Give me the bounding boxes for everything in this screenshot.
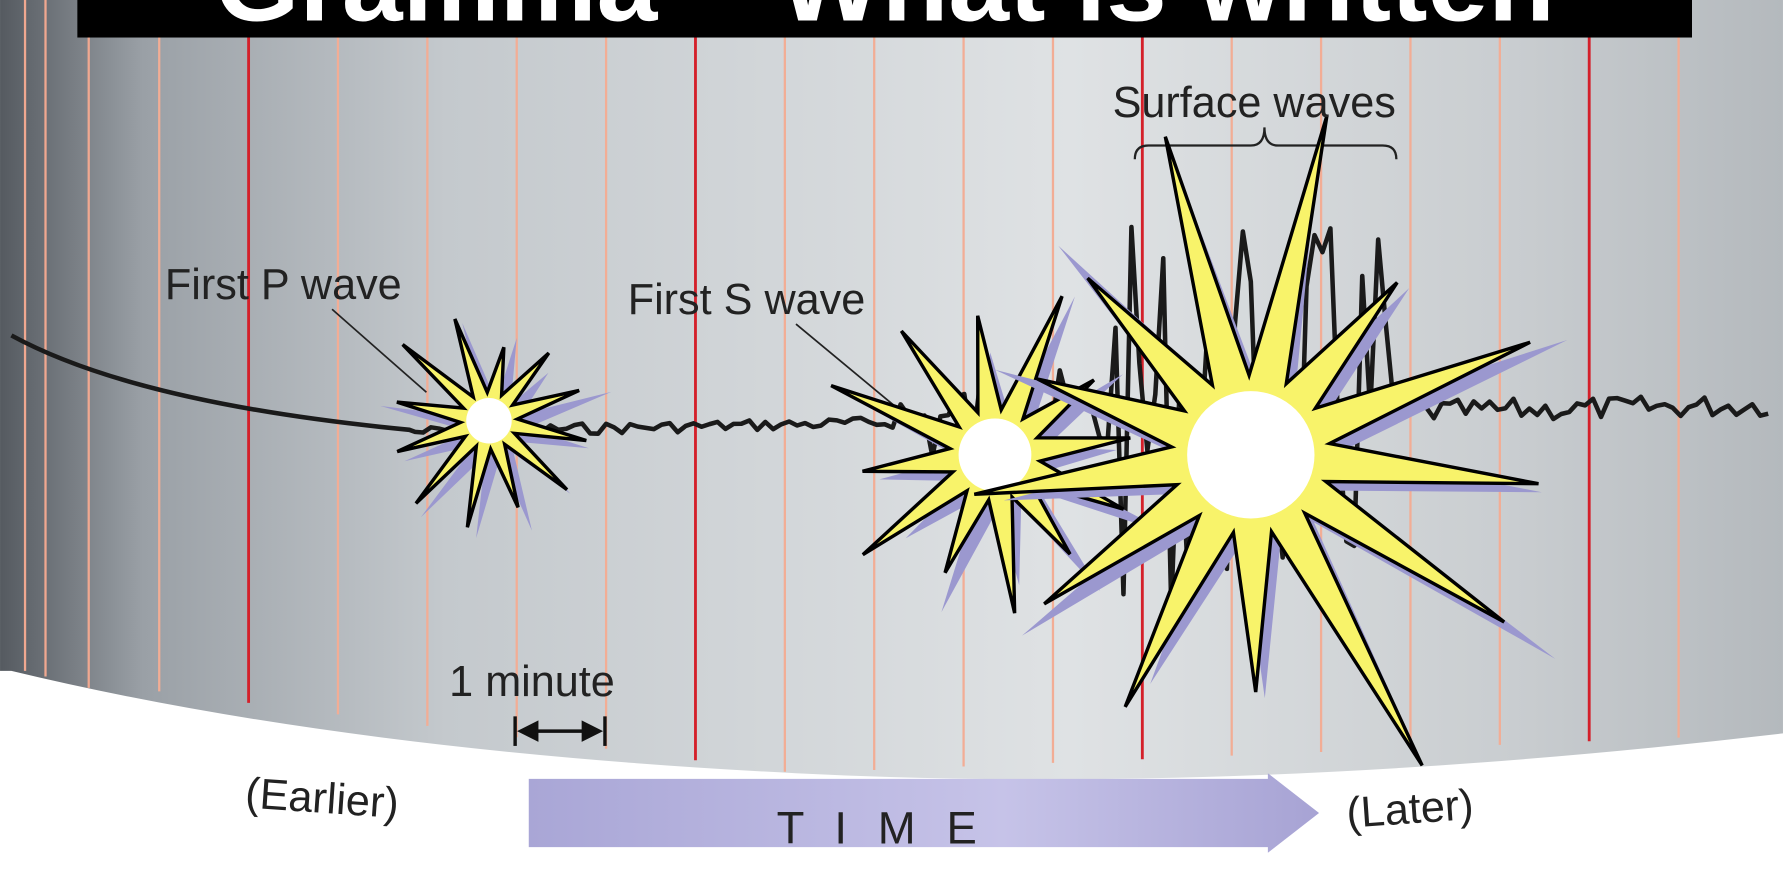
title: Gramma – What is written [215, 0, 1555, 44]
label: (Earlier) [244, 769, 401, 828]
label: 1 minute [449, 658, 615, 706]
minute-scale [513, 716, 607, 746]
burst-core [1187, 391, 1315, 519]
burst-core [958, 418, 1032, 492]
burst-core [466, 397, 512, 444]
label: First S wave [628, 276, 866, 324]
label: First P wave [165, 261, 402, 309]
title-bar [77, 0, 1693, 38]
label: Surface waves [1113, 79, 1396, 127]
time-arrow [528, 773, 1320, 853]
bursts [380, 115, 1568, 767]
pointer [331, 308, 427, 393]
label: (Later) [1345, 781, 1475, 838]
brace [1133, 127, 1398, 160]
time-label: T I M E [777, 803, 986, 854]
drum [0, 0, 1783, 780]
pointer [795, 323, 911, 420]
